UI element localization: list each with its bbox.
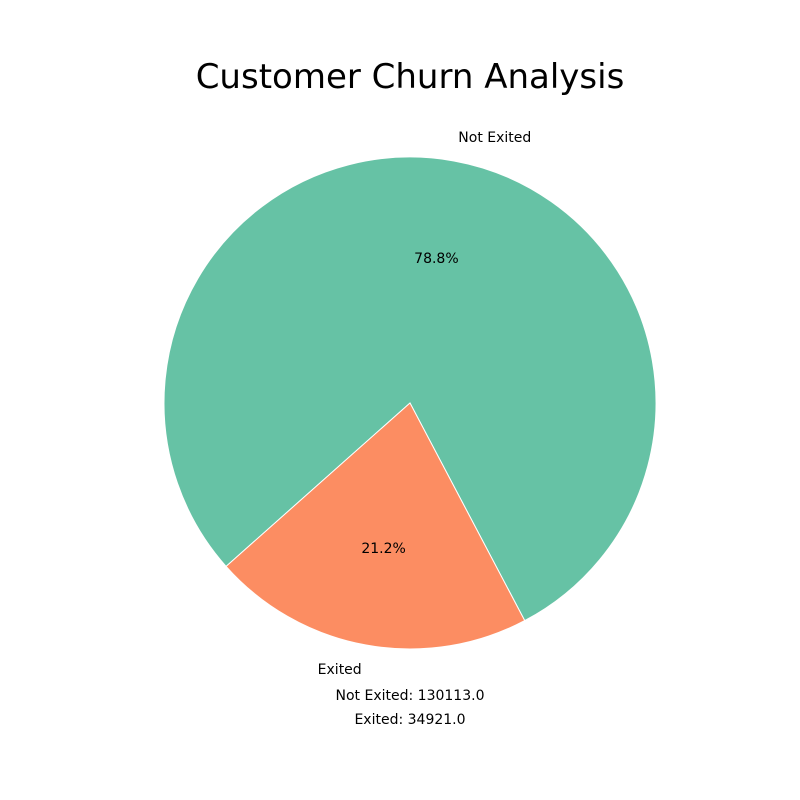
pie-labels: Not Exited 78.8% Exited 21.2% bbox=[318, 130, 532, 678]
percent-label-exited: 21.2% bbox=[361, 541, 405, 557]
pie-slices bbox=[163, 156, 657, 650]
slice-label-exited: Exited bbox=[318, 662, 362, 678]
count-label-not-exited: Not Exited: 130113.0 bbox=[336, 688, 485, 704]
chart-title: Customer Churn Analysis bbox=[196, 57, 625, 97]
count-label-exited: Exited: 34921.0 bbox=[354, 712, 465, 728]
slice-label-not-exited: Not Exited bbox=[458, 130, 531, 146]
pie-slice-not-exited bbox=[163, 156, 657, 622]
pie-slice-exited bbox=[225, 402, 526, 650]
percent-label-not-exited: 78.8% bbox=[414, 251, 458, 267]
